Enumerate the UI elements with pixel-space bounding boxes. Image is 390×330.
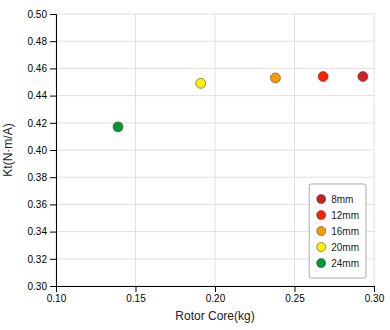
y-tick: 0.42 xyxy=(28,118,56,129)
y-tick: 0.32 xyxy=(28,254,56,265)
series xyxy=(113,122,123,132)
y-tick-label: 0.34 xyxy=(28,226,48,237)
series xyxy=(196,78,206,88)
x-tick: 0.25 xyxy=(285,286,305,304)
y-tick-label: 0.46 xyxy=(28,63,48,74)
point xyxy=(358,72,368,82)
y-tick-mark xyxy=(50,68,56,69)
grid-line-y xyxy=(56,150,374,151)
y-tick: 0.48 xyxy=(28,36,56,47)
x-axis: 0.10 0.15 0.20 0.25 0.30 xyxy=(47,286,385,304)
legend-item: 16mm xyxy=(317,226,359,237)
legend-label: 12mm xyxy=(331,210,359,221)
y-tick: 0.34 xyxy=(28,226,56,237)
y-tick-label: 0.44 xyxy=(28,90,48,101)
legend-box xyxy=(309,184,366,278)
x-tick-mark xyxy=(215,286,216,292)
x-axis-line xyxy=(57,287,375,293)
y-tick-mark xyxy=(50,204,56,205)
series xyxy=(358,72,368,82)
x-tick: 0.10 xyxy=(47,286,67,304)
y-tick-label: 0.40 xyxy=(28,145,48,156)
legend-swatch xyxy=(317,211,326,220)
y-tick-mark xyxy=(50,41,56,42)
point xyxy=(196,78,206,88)
legend-item: 12mm xyxy=(317,210,359,221)
x-tick-mark xyxy=(374,286,375,292)
y-tick-label: 0.32 xyxy=(28,254,48,265)
y-tick-mark xyxy=(50,286,56,287)
x-axis-title: Rotor Core(kg) xyxy=(175,309,254,323)
legend-swatch xyxy=(317,259,326,268)
marks xyxy=(113,72,368,132)
x-tick-label: 0.10 xyxy=(47,293,67,304)
y-tick-mark xyxy=(50,96,56,97)
legend-label: 20mm xyxy=(331,242,359,253)
grid-line-y xyxy=(56,95,374,96)
legend-item: 8mm xyxy=(317,194,354,205)
point xyxy=(270,73,280,83)
grid-line-y xyxy=(56,68,374,69)
grid-line-y xyxy=(56,14,374,15)
legend: 8mm 12mm 16mm 20mm 24mm xyxy=(309,184,366,278)
y-tick-label: 0.38 xyxy=(28,172,48,183)
x-tick-label: 0.20 xyxy=(206,293,226,304)
grid-line-y xyxy=(56,122,374,123)
point xyxy=(318,72,328,82)
y-tick: 0.50 xyxy=(28,9,56,20)
y-tick: 0.36 xyxy=(28,199,56,210)
legend-swatch xyxy=(317,195,326,204)
y-tick-label: 0.50 xyxy=(28,9,48,20)
y-tick-mark xyxy=(50,150,56,151)
y-tick-mark xyxy=(50,14,56,15)
x-tick-mark xyxy=(136,286,137,292)
x-tick-label: 0.25 xyxy=(285,293,305,304)
legend-label: 16mm xyxy=(331,226,359,237)
y-tick-mark xyxy=(50,177,56,178)
y-tick-mark xyxy=(50,123,56,124)
x-tick-mark xyxy=(295,286,296,292)
grid-line-y xyxy=(56,41,374,42)
y-tick: 0.46 xyxy=(28,63,56,74)
x-tick: 0.15 xyxy=(126,286,146,304)
x-tick: 0.20 xyxy=(206,286,226,304)
y-tick: 0.30 xyxy=(28,281,56,292)
legend-item: 24mm xyxy=(317,258,359,269)
y-axis-title: Kt(N·m/A) xyxy=(1,123,15,176)
y-axis-line xyxy=(50,15,57,287)
series xyxy=(270,73,280,83)
legend-swatch xyxy=(317,227,326,236)
legend-label: 24mm xyxy=(331,258,359,269)
x-tick-label: 0.30 xyxy=(365,293,385,304)
y-tick-label: 0.36 xyxy=(28,199,48,210)
y-tick-mark xyxy=(50,259,56,260)
y-tick: 0.44 xyxy=(28,90,56,101)
y-axis: 0.30 0.32 0.34 0.36 0.38 0.40 0.42 0.44 0.46 0.48… xyxy=(28,9,57,292)
chart: 0.10 0.15 0.20 0.25 0.30 0.30 0.32 0.34 0.36 0.38… xyxy=(0,0,390,330)
legend-swatch xyxy=(317,243,326,252)
x-tick-label: 0.15 xyxy=(126,293,146,304)
x-tick: 0.30 xyxy=(365,286,385,304)
y-tick-label: 0.30 xyxy=(28,281,48,292)
y-tick: 0.38 xyxy=(28,172,56,183)
y-tick: 0.40 xyxy=(28,145,56,156)
legend-label: 8mm xyxy=(331,194,353,205)
series xyxy=(318,72,328,82)
point xyxy=(113,122,123,132)
grid-line-y xyxy=(56,177,374,178)
plot: 0.10 0.15 0.20 0.25 0.30 0.30 0.32 0.34 0.36 0.38… xyxy=(1,9,385,323)
y-tick-label: 0.42 xyxy=(28,118,48,129)
y-tick-mark xyxy=(50,232,56,233)
y-tick-label: 0.48 xyxy=(28,36,48,47)
grid xyxy=(56,14,374,286)
legend-item: 20mm xyxy=(317,242,359,253)
